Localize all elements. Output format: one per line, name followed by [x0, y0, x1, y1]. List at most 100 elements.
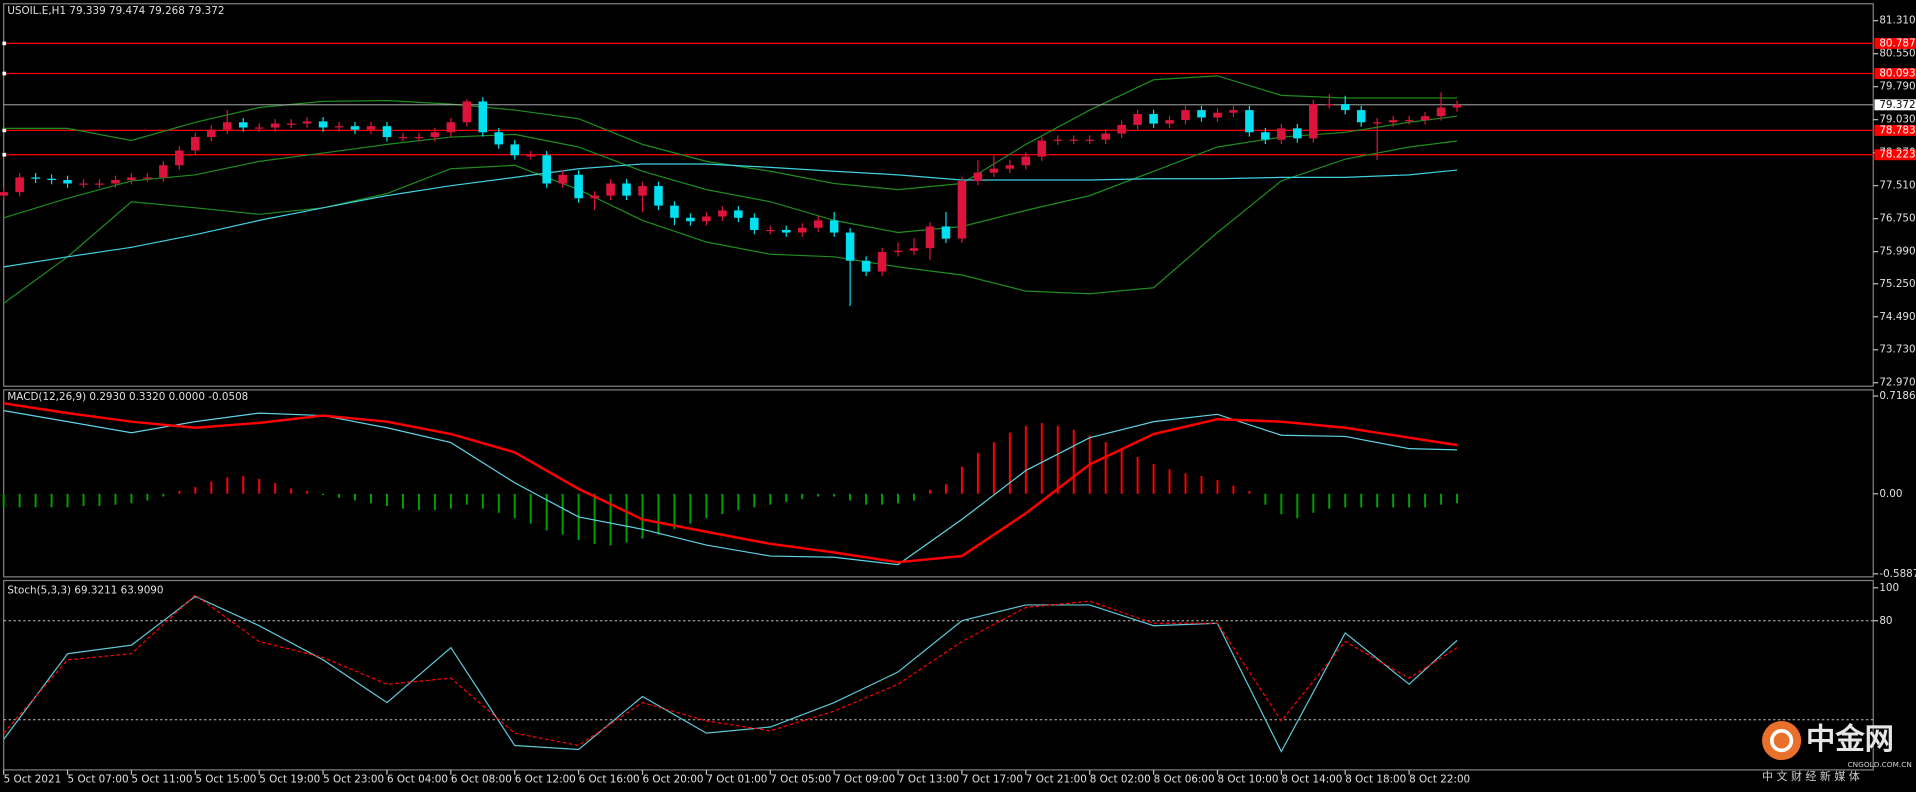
macd-title: MACD(12,26,9) 0.2930 0.3320 0.0000 -0.05… [7, 391, 248, 403]
stoch-line [3, 595, 1458, 753]
x-tick-label: 6 Oct 12:00 [515, 774, 576, 786]
x-tick-label: 5 Oct 23:00 [323, 774, 384, 786]
candle-body [47, 178, 56, 181]
candle-body [382, 126, 392, 138]
y-tick-label: 0.00 [1879, 488, 1902, 500]
candle-body [1181, 110, 1190, 121]
candle-body [1085, 139, 1094, 141]
candle-body [1436, 107, 1446, 117]
candle-body [1165, 120, 1174, 124]
y-tick-label: 73.730 [1879, 344, 1915, 356]
candle-body [558, 174, 567, 184]
candle-body [127, 177, 136, 181]
candle-body [350, 126, 360, 130]
macd-line [3, 402, 1458, 564]
logo [1762, 721, 1802, 761]
candle-body [1277, 128, 1286, 140]
candle-body [95, 183, 104, 185]
level-marker [2, 71, 7, 76]
candle-body [1340, 104, 1350, 111]
candle-body [861, 260, 871, 272]
candle-body [941, 226, 951, 239]
x-tick-label: 7 Oct 01:00 [706, 774, 767, 786]
candle-body [893, 250, 903, 253]
candle-body [1309, 104, 1318, 139]
candle-body [1245, 110, 1254, 133]
candle-body [1149, 114, 1158, 124]
candle-body [654, 186, 663, 206]
candle-body [877, 252, 887, 272]
x-tick-label: 6 Oct 16:00 [579, 774, 640, 786]
candle-body [734, 210, 743, 218]
candle-body [1388, 120, 1398, 123]
logo-mark [1769, 728, 1794, 753]
y-tick-label: 72.970 [1879, 377, 1915, 389]
x-tick-label: 8 Oct 06:00 [1154, 774, 1215, 786]
macd-line [3, 410, 1458, 566]
candle-body [222, 122, 232, 130]
candle-body [574, 174, 583, 199]
y-tick-label: 77.510 [1879, 180, 1915, 192]
candle-body [462, 101, 472, 123]
candle-body [718, 210, 727, 217]
y-tick-label: 100 [1879, 582, 1899, 594]
candle-body [957, 180, 967, 239]
candle-body [638, 186, 647, 196]
level-label-box [1874, 37, 1916, 49]
level-label: 80.093 [1879, 68, 1915, 80]
candle-body [909, 248, 919, 251]
watermark: 中金网 CNGOLD.COM.CN 中 文 财 经 新 媒 体 [1762, 721, 1912, 783]
candle-body [0, 192, 8, 196]
indicator-line [3, 140, 1458, 304]
level-label: 78.223 [1879, 149, 1915, 161]
candle-body [989, 168, 999, 173]
candle-body [670, 205, 679, 218]
candle-body [510, 144, 520, 156]
x-tick-label: 5 Oct 2021 [4, 774, 62, 786]
x-tick-label: 5 Oct 07:00 [68, 774, 129, 786]
y-tick-label: 80 [1879, 615, 1892, 627]
candle-body [925, 226, 935, 249]
candle-body [702, 216, 711, 222]
candle-body [334, 126, 344, 128]
candle-body [111, 180, 120, 184]
candle-body [366, 126, 376, 130]
candle-body [1005, 165, 1015, 169]
candle-body [1069, 139, 1079, 141]
candle-body [845, 232, 855, 261]
stoch-panel [3, 579, 1874, 771]
candle-body [302, 121, 312, 124]
y-tick-label: 76.750 [1879, 213, 1915, 225]
x-tick-label: 7 Oct 09:00 [834, 774, 895, 786]
level-label: 78.783 [1879, 124, 1915, 136]
candle-body [1293, 128, 1302, 139]
candle-body [31, 177, 40, 179]
candle-body [318, 121, 328, 128]
x-tick-label: 5 Oct 19:00 [259, 774, 320, 786]
candle-body [1261, 132, 1270, 140]
x-tick-label: 8 Oct 14:00 [1281, 774, 1342, 786]
last-price-box [1874, 99, 1916, 111]
candle-body [63, 180, 72, 184]
x-tick-label: 5 Oct 15:00 [195, 774, 256, 786]
candle-body [254, 127, 264, 129]
candle-body [622, 183, 631, 196]
candle-body [781, 229, 791, 233]
candle-body [526, 155, 535, 157]
candle-body [686, 217, 695, 222]
candle-body [270, 123, 280, 128]
watermark-site: CNGOLD.COM.CN [1848, 760, 1912, 769]
candle-body [1053, 139, 1063, 141]
candle-body [286, 123, 296, 125]
x-tick-label: 7 Oct 21:00 [1026, 774, 1087, 786]
indicator-line [3, 75, 1458, 191]
candle-body [15, 177, 24, 193]
candle-body [1372, 122, 1382, 124]
y-tick-label: 0.7186 [1879, 390, 1915, 402]
level-label: 80.787 [1879, 37, 1915, 49]
candle-body [765, 229, 775, 232]
last-price-label: 79.372 [1879, 99, 1915, 111]
level-marker [2, 41, 7, 46]
